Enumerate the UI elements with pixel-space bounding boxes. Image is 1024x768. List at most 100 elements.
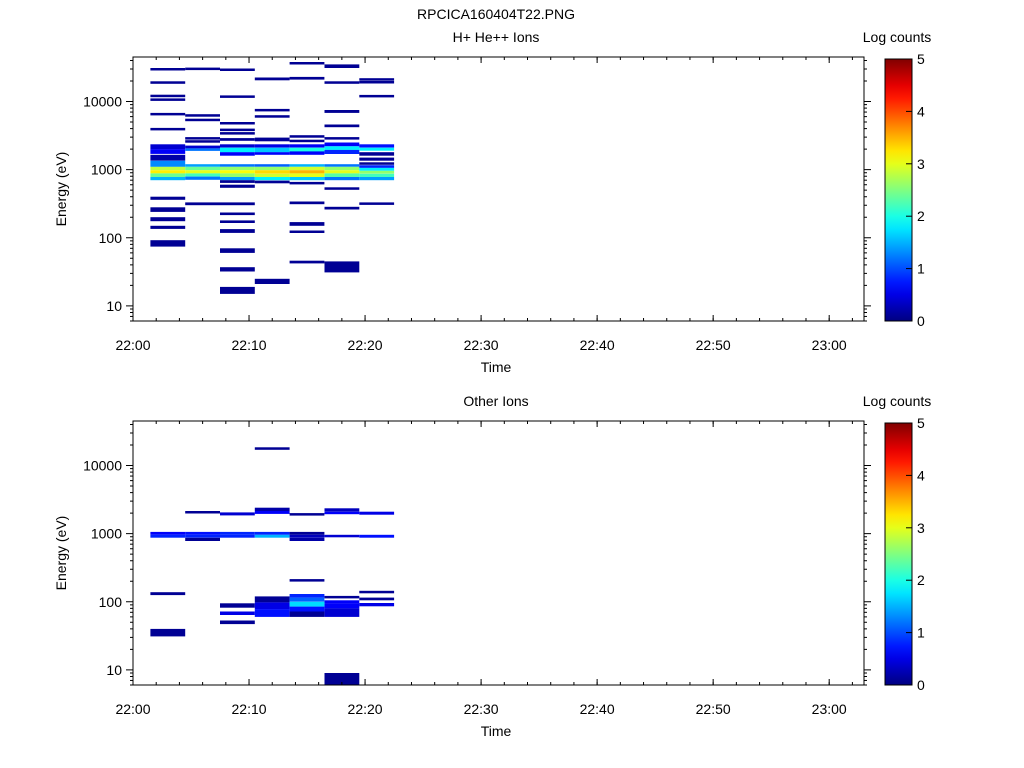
heatmap-cell: [289, 135, 325, 138]
colorbar-tick-label: 4: [917, 103, 925, 119]
heatmap-cell: [324, 166, 360, 171]
heatmap-cell: [220, 95, 255, 98]
heatmap-cell: [220, 166, 255, 171]
heatmap-cell: [289, 597, 325, 602]
heatmap-cell: [150, 112, 186, 116]
heatmap-cell: [359, 603, 395, 607]
heatmap-cell: [324, 177, 360, 181]
heatmap-cell: [324, 261, 360, 273]
y-tick-label: 10000: [83, 458, 122, 474]
heatmap-cell: [324, 608, 360, 617]
heatmap-cell: [220, 202, 255, 206]
colorbar-scale: [884, 422, 913, 686]
heatmap-cell: [324, 534, 360, 538]
y-tick-label: 1000: [91, 162, 122, 178]
heatmap-cell: [150, 127, 186, 131]
panel-title: Other Ions: [463, 393, 528, 409]
heatmap-cell: [150, 81, 186, 84]
heatmap-cell: [359, 173, 395, 177]
heatmap-cell: [150, 94, 186, 98]
y-tick-label: 10: [106, 662, 122, 678]
heatmap-cell: [220, 170, 255, 174]
heatmap-cell: [185, 170, 220, 174]
heatmap-cell: [289, 144, 325, 148]
heatmap-cell: [185, 137, 220, 140]
heatmap-cell: [324, 603, 360, 609]
x-tick-label: 22:40: [580, 337, 615, 353]
heatmap-cell: [150, 98, 186, 101]
y-tick-label: 100: [99, 230, 123, 246]
heatmap-cell: [150, 173, 186, 177]
x-axis-label: Time: [481, 359, 512, 375]
heatmap-cell: [289, 170, 325, 174]
heatmap-cell: [150, 170, 186, 174]
heatmap-cell: [254, 77, 290, 81]
heatmap-cell: [220, 128, 255, 132]
heatmap-cell: [254, 447, 290, 450]
colorbar-tick-label: 0: [917, 313, 925, 329]
heatmap-cell: [289, 147, 325, 152]
colorbar-tick-label: 5: [917, 415, 925, 431]
heatmap-cell: [254, 609, 290, 617]
panel-title: H+ He++ Ions: [453, 29, 540, 45]
x-tick-label: 22:00: [115, 701, 150, 717]
heatmap-cell: [185, 148, 220, 151]
heatmap-cell: [254, 166, 290, 171]
heatmap-cell: [150, 166, 186, 171]
colorbar: 0 1 2 3 4 5 Log counts: [863, 393, 932, 693]
heatmap-cell: [324, 170, 360, 174]
heatmap-cell: [254, 152, 290, 155]
panel-1: 22:00 22:10 22:20 22:30 22:40 22:50 23:0010100…: [53, 29, 931, 375]
heatmap-cell: [185, 173, 220, 177]
heatmap-cell: [359, 162, 395, 165]
heatmap-cell: [324, 110, 360, 113]
heatmap-cell: [220, 620, 255, 625]
heatmap-cell: [324, 511, 360, 515]
heatmap-cell: [150, 628, 186, 637]
heatmap-cell: [289, 260, 325, 264]
heatmap-cell: [254, 170, 290, 174]
heatmap-cell: [324, 137, 360, 140]
y-tick-label: 1000: [91, 526, 122, 542]
x-tick-label: 22:30: [464, 701, 499, 717]
heatmap-cell: [289, 534, 325, 538]
heatmap-cell: [254, 147, 290, 153]
heatmap-cell: [324, 508, 360, 512]
heatmap-cell: [289, 181, 325, 185]
x-tick-label: 22:50: [696, 337, 731, 353]
x-tick-label: 22:40: [580, 701, 615, 717]
heatmap-cell: [185, 531, 220, 535]
heatmap-cell: [359, 202, 395, 205]
heatmap-cell: [254, 115, 290, 118]
heatmap-cell: [359, 152, 395, 156]
heatmap-cell: [289, 601, 325, 607]
heatmap-cell: [289, 594, 325, 598]
heatmap-cell: [185, 511, 220, 514]
x-tick-label: 22:50: [696, 701, 731, 717]
heatmap-cell: [289, 611, 325, 617]
heatmap-cell: [150, 160, 186, 167]
heatmap-cells: [150, 447, 395, 685]
heatmap-cell: [289, 151, 325, 155]
heatmap-cell: [359, 157, 395, 161]
heatmap-cell: [359, 81, 395, 84]
heatmap-cell: [324, 146, 360, 150]
x-tick-label: 23:00: [812, 337, 847, 353]
heatmap-cell: [150, 68, 186, 71]
heatmap-cell: [289, 62, 325, 65]
heatmap-cell: [185, 114, 220, 117]
heatmap-cell: [324, 600, 360, 604]
heatmap-cell: [359, 78, 395, 81]
heatmap-cell: [324, 595, 360, 599]
heatmap-cell: [220, 611, 255, 615]
heatmap-cell: [185, 202, 220, 206]
heatmap-cell: [185, 166, 220, 171]
colorbar-tick-label: 2: [917, 208, 925, 224]
heatmap-cell: [324, 673, 360, 685]
x-axis-label: Time: [481, 723, 512, 739]
heatmap-cell: [185, 140, 220, 143]
heatmap-cell: [359, 597, 395, 601]
heatmap-cell: [220, 173, 255, 177]
heatmap-cell: [324, 124, 360, 128]
